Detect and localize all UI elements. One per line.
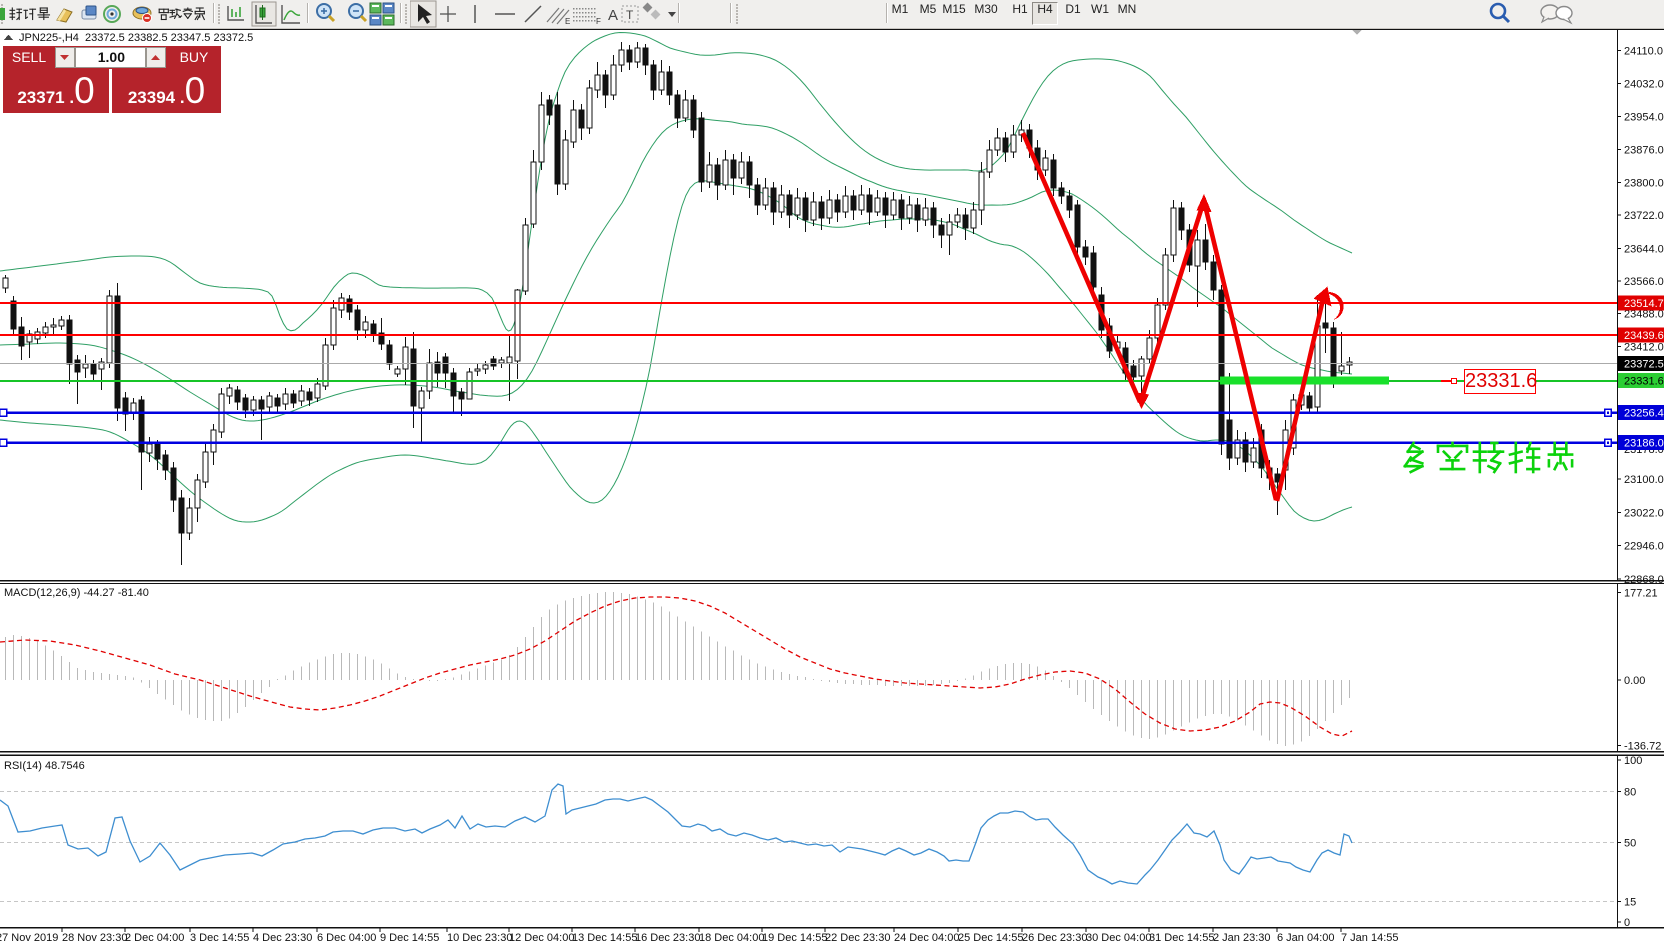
svg-text:23644.0: 23644.0 [1624,243,1664,255]
svg-text:23488.0: 23488.0 [1624,308,1664,320]
svg-text:27 Nov 2019: 27 Nov 2019 [0,932,58,944]
svg-text:2 Dec 04:00: 2 Dec 04:00 [125,932,184,944]
svg-text:23256.4: 23256.4 [1624,408,1664,420]
svg-text:22868.0: 22868.0 [1624,574,1664,586]
svg-text:23186.0: 23186.0 [1624,438,1664,450]
svg-text:24032.0: 24032.0 [1624,79,1664,91]
svg-text:50: 50 [1624,838,1636,850]
svg-text:F: F [596,17,601,26]
svg-text:9 Dec 14:55: 9 Dec 14:55 [380,932,439,944]
svg-text:2 Jan 23:30: 2 Jan 23:30 [1213,932,1271,944]
svg-text:23722.0: 23722.0 [1624,210,1664,222]
svg-text:16 Dec 23:30: 16 Dec 23:30 [635,932,700,944]
svg-text:24 Dec 04:00: 24 Dec 04:00 [894,932,959,944]
svg-text:MACD(12,26,9) -44.27 -81.40: MACD(12,26,9) -44.27 -81.40 [4,587,149,599]
svg-text:23800.0: 23800.0 [1624,177,1664,189]
svg-text:18 Dec 04:00: 18 Dec 04:00 [699,932,764,944]
svg-text:28 Nov 23:30: 28 Nov 23:30 [62,932,127,944]
svg-text:23100.0: 23100.0 [1624,474,1664,486]
svg-text:25 Dec 14:55: 25 Dec 14:55 [958,932,1023,944]
svg-text:23412.0: 23412.0 [1624,342,1664,354]
svg-text:4 Dec 23:30: 4 Dec 23:30 [253,932,312,944]
svg-text:0.00: 0.00 [1624,675,1645,687]
svg-text:-136.72: -136.72 [1624,741,1661,753]
svg-text:26 Dec 23:30: 26 Dec 23:30 [1022,932,1087,944]
svg-text:30 Dec 04:00: 30 Dec 04:00 [1086,932,1151,944]
svg-text:RSI(14) 48.7546: RSI(14) 48.7546 [4,760,85,772]
svg-text:E: E [565,17,570,26]
svg-text:22946.0: 22946.0 [1624,541,1664,553]
svg-text:177.21: 177.21 [1624,587,1658,599]
svg-text:19 Dec 14:55: 19 Dec 14:55 [762,932,827,944]
svg-text:6 Jan 04:00: 6 Jan 04:00 [1277,932,1335,944]
svg-text:80: 80 [1624,787,1636,799]
svg-text:12 Dec 04:00: 12 Dec 04:00 [509,932,574,944]
svg-text:23022.0: 23022.0 [1624,507,1664,519]
svg-text:JPN225-,H4 23372.5 23382.5 23: JPN225-,H4 23372.5 23382.5 23347.5 23372… [19,32,253,44]
svg-text:24110.0: 24110.0 [1624,46,1663,58]
svg-text:A: A [608,7,618,24]
svg-text:23372.5: 23372.5 [1624,359,1664,371]
svg-text:T: T [626,8,634,22]
svg-text:23954.0: 23954.0 [1624,112,1664,124]
svg-text:23439.6: 23439.6 [1624,330,1664,342]
svg-text:31 Dec 14:55: 31 Dec 14:55 [1149,932,1214,944]
svg-text:22 Dec 23:30: 22 Dec 23:30 [825,932,890,944]
svg-text:23331.6: 23331.6 [1624,376,1664,388]
svg-text:7 Jan 14:55: 7 Jan 14:55 [1341,932,1399,944]
svg-text:10 Dec 23:30: 10 Dec 23:30 [447,932,512,944]
svg-text:23566.0: 23566.0 [1624,276,1664,288]
svg-text:3 Dec 14:55: 3 Dec 14:55 [190,932,249,944]
svg-text:13 Dec 14:55: 13 Dec 14:55 [572,932,637,944]
svg-text:100: 100 [1624,755,1642,767]
svg-text:23876.0: 23876.0 [1624,145,1664,157]
svg-text:23514.7: 23514.7 [1624,298,1664,310]
svg-text:15: 15 [1624,897,1636,909]
svg-text:0: 0 [1624,917,1630,929]
svg-text:6 Dec 04:00: 6 Dec 04:00 [317,932,376,944]
